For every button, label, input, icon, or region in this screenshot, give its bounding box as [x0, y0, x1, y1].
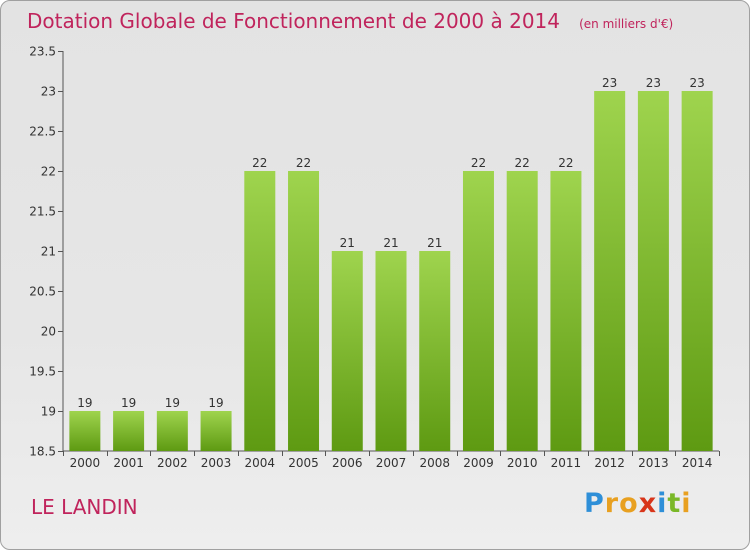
x-tick-label: 2004: [245, 456, 276, 470]
y-tick-label: 22.5: [29, 125, 56, 139]
x-tick-label: 2009: [463, 456, 494, 470]
logo-letter: r: [604, 488, 620, 519]
logo-letter: t: [667, 488, 682, 519]
y-tick-label: 19.5: [29, 365, 56, 379]
bar: [419, 251, 451, 451]
chart-title: Dotation Globale de Fonctionnement de 20…: [27, 9, 560, 33]
bar: [594, 91, 626, 451]
x-tick-label: 2006: [332, 456, 363, 470]
bar-value-label: 21: [340, 236, 355, 250]
bar: [462, 171, 494, 451]
bar: [113, 411, 145, 451]
bar-value-label: 22: [471, 156, 486, 170]
bar-value-label: 19: [208, 396, 223, 410]
bar: [550, 171, 582, 451]
y-tick-label: 21: [41, 245, 56, 259]
bar: [200, 411, 232, 451]
bar: [331, 251, 363, 451]
y-tick-label: 19: [41, 405, 56, 419]
title-row: Dotation Globale de Fonctionnement de 20…: [27, 9, 673, 33]
bar-value-label: 22: [515, 156, 530, 170]
proxiti-logo[interactable]: Proxiti: [584, 488, 692, 519]
x-tick-label: 2001: [113, 456, 144, 470]
x-tick-label: 2010: [507, 456, 538, 470]
y-tick-label: 20.5: [29, 285, 56, 299]
y-tick-label: 20: [41, 325, 56, 339]
bar-value-label: 22: [252, 156, 267, 170]
x-tick-label: 2013: [638, 456, 669, 470]
bar-value-label: 23: [602, 76, 617, 90]
bar-value-label: 23: [689, 76, 704, 90]
logo-letter: o: [619, 488, 639, 519]
x-tick-label: 2003: [201, 456, 232, 470]
bar: [69, 411, 101, 451]
bar: [375, 251, 407, 451]
bar: [288, 171, 320, 451]
bar-value-label: 21: [383, 236, 398, 250]
bar: [244, 171, 276, 451]
logo-letter: x: [638, 488, 658, 519]
x-tick-label: 2002: [157, 456, 188, 470]
y-tick-label: 18.5: [29, 445, 56, 459]
bar-value-label: 23: [646, 76, 661, 90]
x-tick-label: 2011: [551, 456, 582, 470]
bar-value-label: 19: [121, 396, 136, 410]
x-tick-label: 2007: [376, 456, 407, 470]
x-tick-label: 2014: [682, 456, 713, 470]
bar-value-label: 21: [427, 236, 442, 250]
bar-value-label: 22: [558, 156, 573, 170]
logo-letter: i: [681, 488, 692, 519]
y-tick-label: 23: [41, 85, 56, 99]
y-tick-label: 23.5: [29, 45, 56, 59]
bar-value-label: 22: [296, 156, 311, 170]
y-tick-label: 21.5: [29, 205, 56, 219]
x-tick-label: 2012: [594, 456, 625, 470]
bar-value-label: 19: [165, 396, 180, 410]
logo-letter: i: [657, 488, 668, 519]
bar-value-label: 19: [77, 396, 92, 410]
bar: [156, 411, 188, 451]
x-tick-label: 2005: [288, 456, 319, 470]
bar: [681, 91, 713, 451]
bar: [506, 171, 538, 451]
x-tick-label: 2008: [419, 456, 450, 470]
bar: [637, 91, 669, 451]
x-tick-label: 2000: [70, 456, 101, 470]
y-tick-label: 22: [41, 165, 56, 179]
logo-letter: P: [584, 488, 605, 519]
commune-name: LE LANDIN: [31, 495, 138, 519]
chart-unit-label: (en milliers d'€): [579, 17, 674, 31]
